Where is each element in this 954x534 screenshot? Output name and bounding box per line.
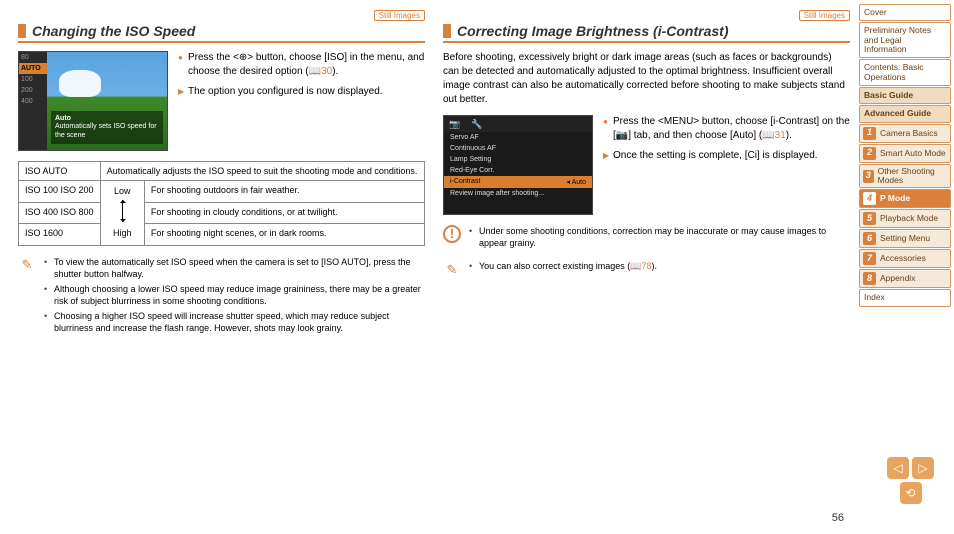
- right-bullet-2: Once the setting is complete, [Ci] is di…: [603, 149, 850, 163]
- nav-advanced[interactable]: Advanced Guide: [859, 105, 951, 122]
- left-title: Changing the ISO Speed: [18, 23, 425, 43]
- warn-icon: !: [443, 225, 461, 243]
- nav-item-4[interactable]: 4P Mode: [859, 189, 951, 208]
- right-title: Correcting Image Brightness (i-Contrast): [443, 23, 850, 43]
- ref-link[interactable]: 31: [775, 130, 786, 141]
- nav-contents[interactable]: Contents: Basic Operations: [859, 59, 951, 86]
- nav-item-5[interactable]: 5Playback Mode: [859, 209, 951, 228]
- page-nav-buttons: ◁ ▷ ⟲: [887, 457, 934, 504]
- iso-screen: 80 AUTO 100 200 400 Auto Automatically s…: [18, 51, 168, 151]
- left-bullet-2: The option you configured is now display…: [178, 85, 425, 99]
- left-notes: ✎ To view the automatically set ISO spee…: [18, 256, 425, 338]
- pencil-icon: ✎: [443, 260, 461, 278]
- nav-item-1[interactable]: 1Camera Basics: [859, 124, 951, 143]
- menu-screen: 📷🔧 Servo AF Continuous AF Lamp Setting R…: [443, 115, 593, 215]
- nav-basic[interactable]: Basic Guide: [859, 87, 951, 104]
- ref-link[interactable]: 78: [641, 261, 651, 271]
- nav-item-8[interactable]: 8Appendix: [859, 269, 951, 288]
- nav-item-3[interactable]: 3Other Shooting Modes: [859, 164, 951, 189]
- left-column: Still Images Changing the ISO Speed 80 A…: [18, 10, 425, 528]
- page-number: 56: [832, 512, 844, 524]
- right-bullet-1: Press the <MENU> button, choose [i-Contr…: [603, 115, 850, 143]
- right-note: ✎ You can also correct existing images (…: [443, 260, 850, 278]
- return-button[interactable]: ⟲: [900, 482, 922, 504]
- right-intro: Before shooting, excessively bright or d…: [443, 51, 850, 107]
- ref-link[interactable]: 30: [321, 66, 332, 77]
- right-column: Still Images Correcting Image Brightness…: [443, 10, 850, 528]
- next-button[interactable]: ▷: [912, 457, 934, 479]
- right-warn: ! Under some shooting conditions, correc…: [443, 225, 850, 252]
- still-tag: Still Images: [374, 10, 425, 21]
- nav-cover[interactable]: Cover: [859, 4, 951, 21]
- nav-item-7[interactable]: 7Accessories: [859, 249, 951, 268]
- nav-index[interactable]: Index: [859, 289, 951, 306]
- nav-sidebar: Cover Preliminary Notes and Legal Inform…: [856, 0, 954, 534]
- iso-table: ISO AUTO Automatically adjusts the ISO s…: [18, 161, 425, 246]
- pencil-icon: ✎: [18, 256, 36, 274]
- nav-item-2[interactable]: 2Smart Auto Mode: [859, 144, 951, 163]
- nav-prelim[interactable]: Preliminary Notes and Legal Information: [859, 22, 951, 58]
- nav-item-6[interactable]: 6Setting Menu: [859, 229, 951, 248]
- prev-button[interactable]: ◁: [887, 457, 909, 479]
- left-bullet-1: Press the <⊕> button, choose [ISO] in th…: [178, 51, 425, 79]
- still-tag-2: Still Images: [799, 10, 850, 21]
